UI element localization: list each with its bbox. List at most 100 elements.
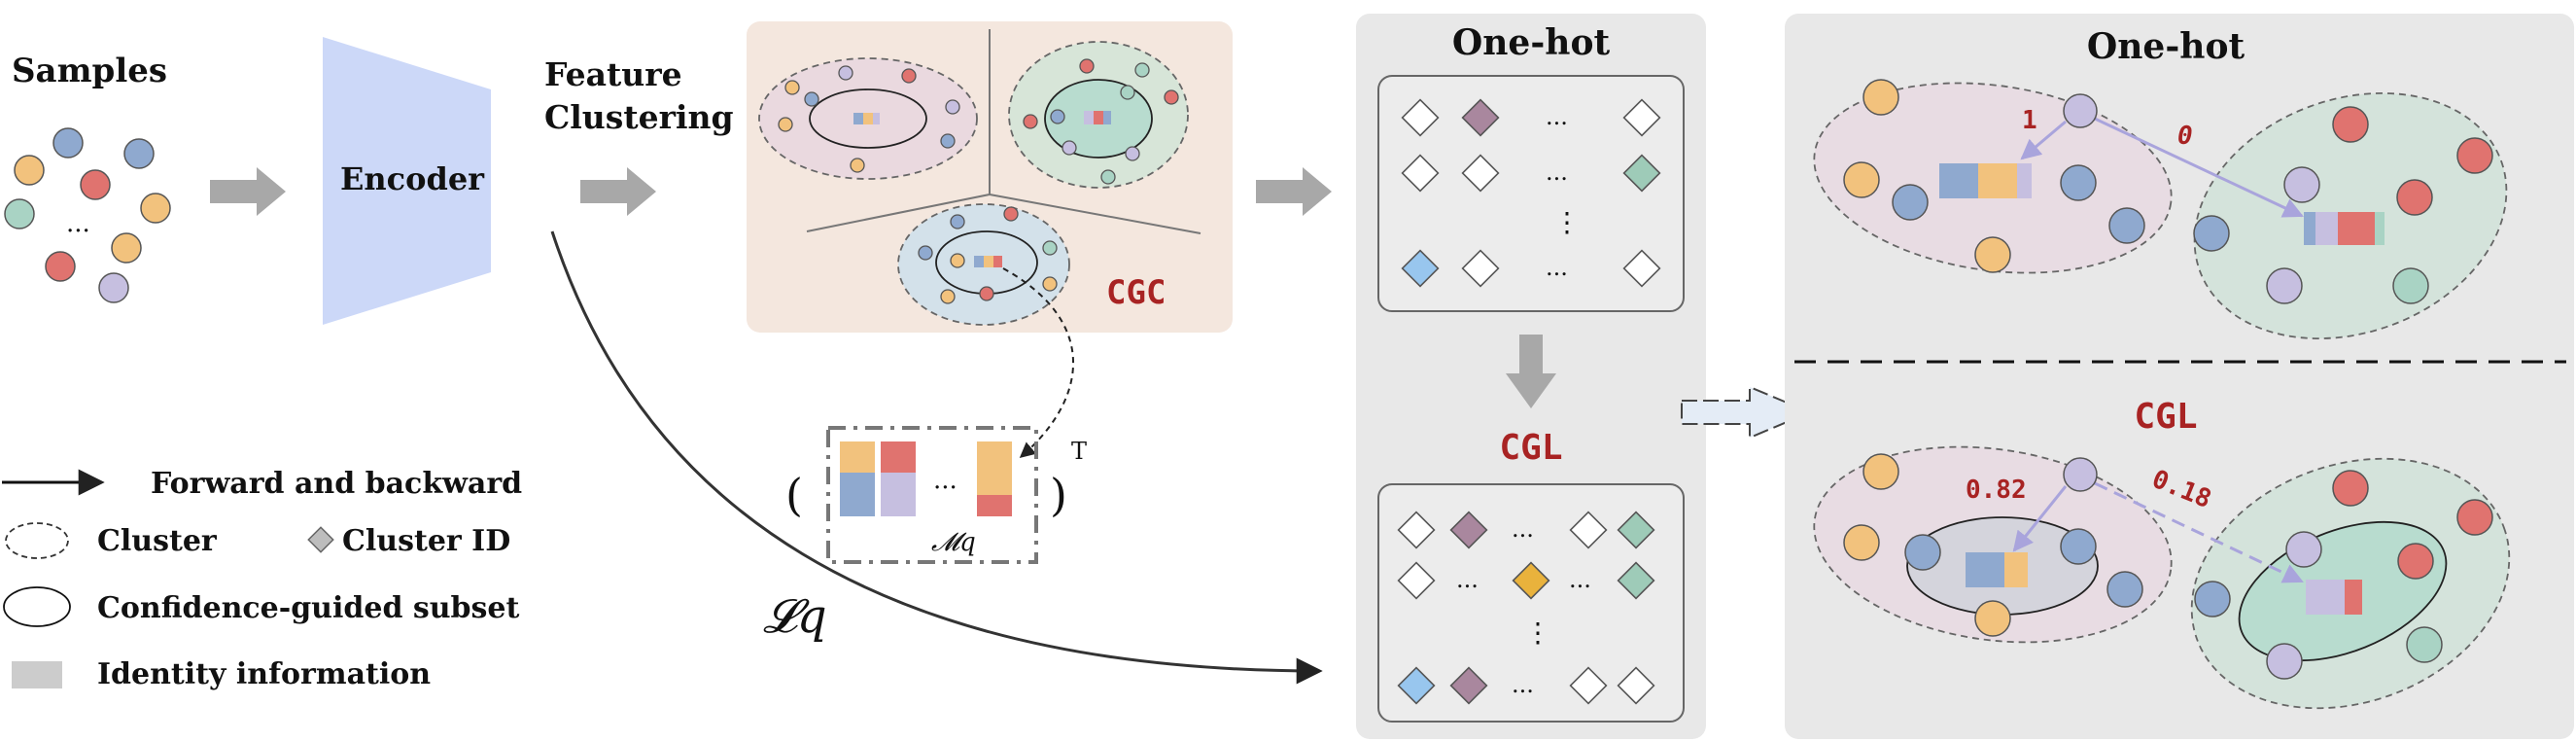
cluster-point	[778, 117, 793, 132]
cluster-point	[1062, 140, 1077, 156]
memory-bank: ( ) T ... 𝓜q	[785, 426, 1087, 564]
cluster-point	[1134, 62, 1150, 78]
identity-bar	[984, 256, 993, 267]
cluster-id-diamond	[1449, 511, 1488, 549]
sample-dot	[2108, 207, 2145, 244]
cluster-point	[1100, 169, 1116, 185]
matrix-ellipsis: ...	[1546, 254, 1568, 281]
memory-cell	[977, 441, 1012, 495]
matrix-vdots: ⋮	[1553, 206, 1581, 238]
identity-bar	[2375, 212, 2385, 245]
sample-dot	[2406, 626, 2443, 663]
memory-cell	[881, 473, 916, 516]
matrix-ellipsis: ...	[1546, 159, 1568, 186]
memory-box	[826, 426, 1038, 564]
memory-label: 𝓜q	[931, 528, 976, 557]
sample-dot	[2194, 581, 2231, 618]
sample-dot	[98, 272, 129, 303]
sample-dot	[2332, 106, 2369, 143]
memory-paren-right: )	[1050, 469, 1067, 521]
matrix-ellipsis: ...	[1512, 671, 1534, 698]
identity-bar	[2315, 212, 2338, 245]
sample-dot	[1843, 524, 1880, 561]
cluster-point	[945, 99, 960, 115]
identity-bar	[2304, 212, 2315, 245]
identity-bar	[2004, 552, 2028, 587]
memory-paren-left: (	[785, 469, 803, 521]
sample-dot	[2106, 571, 2143, 608]
cgc-label: CGC	[1106, 273, 1166, 312]
identity-bar	[2338, 212, 2375, 245]
middle-panel: One-hot ... ... ⋮ ... CGL ... ... ...	[1356, 14, 1706, 739]
cluster-point	[1079, 58, 1095, 74]
cluster-point	[918, 245, 933, 261]
cluster-id-diamond	[1622, 249, 1661, 288]
samples-label: Samples	[12, 52, 167, 90]
sample-dot	[45, 251, 76, 282]
cluster-id-diamond	[1397, 511, 1436, 549]
encoder: Encoder	[323, 37, 491, 325]
samples-ellipsis: ...	[66, 209, 90, 238]
identity-bar	[1094, 111, 1103, 124]
cluster-point	[1042, 240, 1058, 256]
assign-arrow	[2012, 485, 2068, 552]
cluster-id-diamond	[1512, 561, 1550, 600]
encoder-label: Encoder	[340, 160, 485, 197]
transpose-label: T	[1071, 438, 1087, 465]
sample-dot	[2396, 179, 2433, 216]
memory-cell	[840, 441, 875, 473]
sample-dot	[52, 127, 84, 159]
dashed-arrow-to-memory	[1002, 267, 1074, 459]
cgc-panel: CGC	[747, 21, 1233, 333]
sample-dot	[2392, 267, 2429, 304]
cluster-point	[1125, 146, 1140, 161]
cluster-point	[1050, 109, 1065, 124]
identity-bar	[1084, 111, 1094, 124]
legend-confidence-icon	[3, 586, 71, 627]
sample-dot	[2266, 267, 2303, 304]
gray-arrow-cgc-onehot	[1256, 167, 1332, 216]
cluster-point	[940, 289, 956, 304]
feature-clustering-label-line1: Feature	[544, 55, 682, 93]
sample-dot	[1862, 453, 1899, 490]
weight-top-0: 0	[2177, 122, 2193, 151]
matrix-ellipsis: ...	[1456, 566, 1479, 593]
feature-clustering-label-line2: Clustering	[544, 98, 734, 136]
cluster-id-diamond	[1617, 561, 1655, 600]
identity-bar	[863, 113, 873, 124]
identity-bar	[1939, 163, 1978, 198]
sample-dot	[1843, 161, 1880, 198]
matrix-ellipsis: ...	[1512, 515, 1534, 543]
legend-identity-icon	[12, 661, 62, 688]
matrix-ellipsis: ...	[1569, 566, 1591, 593]
loss-label: 𝓛q	[763, 589, 827, 644]
cluster-id-diamond	[1461, 249, 1500, 288]
sample-dot	[1862, 79, 1899, 116]
cluster-id-diamond	[1401, 98, 1440, 137]
encoder-trapezoid	[323, 37, 491, 325]
right-bottom-title: CGL	[2134, 397, 2197, 437]
weight-bottom-082: 0.82	[1966, 476, 2027, 505]
onehot-matrix-box	[1377, 75, 1685, 312]
confidence-subset-left	[809, 88, 927, 149]
cluster-point	[1164, 89, 1179, 105]
identity-bar	[2017, 163, 2032, 198]
cluster-id-diamond	[1461, 98, 1500, 137]
cluster-point	[838, 65, 853, 81]
memory-cell	[840, 473, 875, 516]
gray-arrow-encoder-clusters	[580, 167, 656, 216]
sample-dot	[1974, 600, 2011, 637]
weight-top-1: 1	[2022, 106, 2037, 135]
sample-dot	[2332, 470, 2369, 507]
legend-cluster-label: Cluster	[97, 524, 218, 558]
cluster-id-diamond	[1622, 154, 1661, 193]
cluster-id-diamond	[1449, 666, 1488, 705]
sample-dot	[14, 155, 45, 186]
right-panel: One-hot 1 0 CGL	[1785, 14, 2574, 739]
sample-dot	[2060, 528, 2097, 565]
matrix-vdots: ⋮	[1524, 617, 1551, 649]
cluster-id-diamond	[1617, 511, 1655, 549]
cluster-point	[901, 68, 917, 84]
cluster-point	[940, 133, 956, 149]
